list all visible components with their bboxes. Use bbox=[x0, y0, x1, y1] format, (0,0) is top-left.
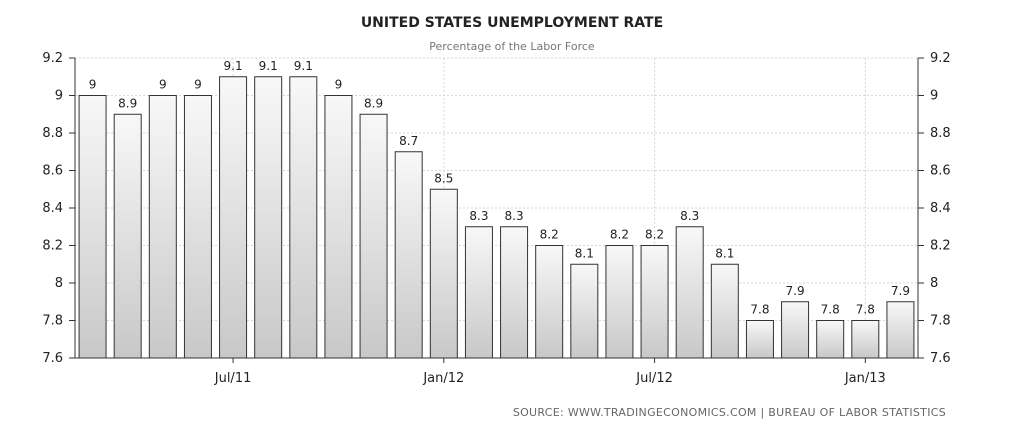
bar bbox=[851, 320, 880, 359]
y-tick-label-left: 7.8 bbox=[42, 314, 63, 329]
axes: 7.6 7.67.8 7.88 88.2 8.28.4 8.48.6 8.68.8 8.89 9… bbox=[42, 51, 950, 386]
y-tick-label-right: 7.8 bbox=[930, 314, 951, 329]
bar bbox=[148, 95, 177, 359]
data-label: 9 bbox=[159, 78, 167, 92]
data-label: 9 bbox=[335, 78, 343, 92]
bar bbox=[464, 226, 493, 359]
data-labels: 9 8.9 9 9 9.1 9.1 9.1 9 8.9 8.7 8.5 8.3 8.3 8.2 8.1 8.2… bbox=[89, 59, 910, 317]
data-label: 8.3 bbox=[505, 209, 524, 223]
bar bbox=[745, 320, 774, 359]
bar bbox=[710, 263, 739, 359]
data-label: 7.8 bbox=[856, 303, 875, 317]
bar bbox=[429, 188, 458, 359]
bar bbox=[500, 226, 529, 359]
data-label: 8.9 bbox=[364, 96, 383, 110]
bar bbox=[183, 95, 212, 359]
data-label: 8.1 bbox=[715, 246, 734, 260]
data-label: 7.8 bbox=[821, 303, 840, 317]
y-tick-label-left: 8 bbox=[55, 276, 63, 291]
bar bbox=[394, 151, 423, 359]
data-label: 8.9 bbox=[118, 96, 137, 110]
data-label: 8.2 bbox=[610, 228, 629, 242]
bar bbox=[78, 95, 107, 359]
bar bbox=[113, 113, 142, 359]
data-label: 7.8 bbox=[750, 303, 769, 317]
chart-source: SOURCE: WWW.TRADINGECONOMICS.COM | BUREA… bbox=[512, 406, 946, 419]
y-tick-label-left: 8.6 bbox=[42, 164, 63, 179]
bars bbox=[78, 76, 915, 359]
chart-subtitle: Percentage of the Labor Force bbox=[429, 40, 595, 53]
y-tick-label-left: 8.8 bbox=[42, 126, 63, 141]
y-tick-label-right: 8 bbox=[930, 276, 938, 291]
data-label: 8.7 bbox=[399, 134, 418, 148]
y-tick-label-right: 9.2 bbox=[930, 51, 951, 66]
bar bbox=[886, 301, 915, 359]
data-label: 8.2 bbox=[540, 228, 559, 242]
data-label: 8.1 bbox=[575, 246, 594, 260]
data-label: 8.2 bbox=[645, 228, 664, 242]
data-label: 9.1 bbox=[224, 59, 243, 73]
chart-title: UNITED STATES UNEMPLOYMENT RATE bbox=[360, 15, 664, 31]
y-tick-label-right: 8.4 bbox=[930, 201, 951, 216]
x-tick-label: Jan/13 bbox=[844, 371, 886, 386]
y-tick-label-left: 8.2 bbox=[42, 239, 63, 254]
data-label: 9 bbox=[194, 78, 202, 92]
data-label: 8.3 bbox=[680, 209, 699, 223]
y-tick-label-left: 8.4 bbox=[42, 201, 63, 216]
bar bbox=[535, 245, 564, 359]
data-label: 8.3 bbox=[469, 209, 488, 223]
bar bbox=[359, 113, 388, 359]
bar bbox=[219, 76, 248, 359]
x-tick-label: Jan/12 bbox=[422, 371, 464, 386]
y-tick-label-right: 7.6 bbox=[930, 351, 951, 366]
data-label: 9.1 bbox=[294, 59, 313, 73]
y-tick-label-right: 8.8 bbox=[930, 126, 951, 141]
y-tick-label-right: 9 bbox=[930, 89, 938, 104]
bar bbox=[605, 245, 634, 359]
x-tick-label: Jul/12 bbox=[635, 371, 673, 386]
y-tick-label-left: 7.6 bbox=[42, 351, 63, 366]
bar bbox=[675, 226, 704, 359]
data-label: 7.9 bbox=[786, 284, 805, 298]
y-tick-label-right: 8.6 bbox=[930, 164, 951, 179]
bar bbox=[781, 301, 810, 359]
bar bbox=[570, 263, 599, 359]
data-label: 9.1 bbox=[259, 59, 278, 73]
y-tick-label-left: 9.2 bbox=[42, 51, 63, 66]
bar bbox=[254, 76, 283, 359]
bar bbox=[816, 320, 845, 359]
y-tick-label-right: 8.2 bbox=[930, 239, 951, 254]
data-label: 7.9 bbox=[891, 284, 910, 298]
bar bbox=[640, 245, 669, 359]
x-tick-label: Jul/11 bbox=[214, 371, 252, 386]
data-label: 9 bbox=[89, 78, 97, 92]
bar bbox=[289, 76, 318, 359]
bar bbox=[324, 95, 353, 359]
data-label: 8.5 bbox=[434, 171, 453, 185]
y-tick-label-left: 9 bbox=[55, 89, 63, 104]
